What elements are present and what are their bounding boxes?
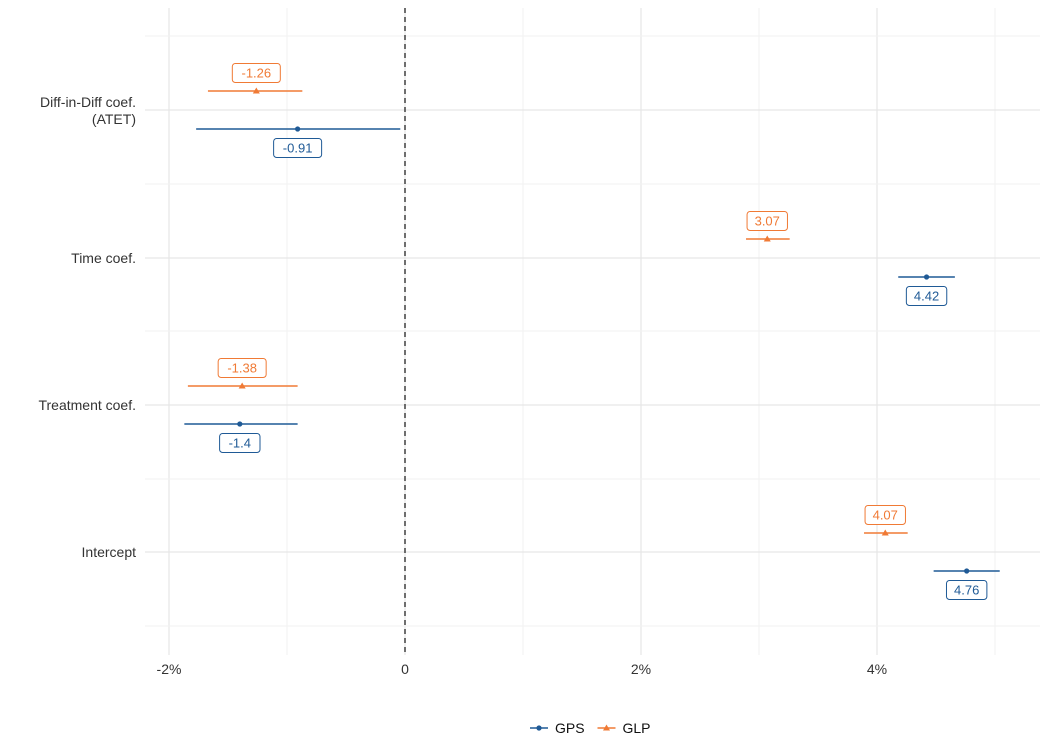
y-tick-label: Intercept bbox=[82, 544, 137, 560]
data-label-text: 4.76 bbox=[954, 583, 979, 598]
gps-point bbox=[295, 126, 301, 132]
legend-key-marker bbox=[536, 725, 542, 731]
x-tick-label: 4% bbox=[867, 661, 887, 677]
legend: GPS GLP bbox=[530, 720, 651, 736]
data-label-box bbox=[217, 358, 267, 378]
glp-point bbox=[763, 235, 771, 242]
data-label-text: -1.4 bbox=[229, 436, 251, 451]
gps-data-label: 4.76 bbox=[945, 580, 988, 600]
data-label-text: 4.42 bbox=[914, 289, 939, 304]
glp-data-label: 3.07 bbox=[746, 211, 788, 231]
data-label-text: -1.26 bbox=[241, 66, 271, 81]
plot-marks: -0.91 4.42 -1.4 4.76 -1.26 3.07 -1.38 4.07 bbox=[184, 63, 1000, 600]
gps-data-label: -1.4 bbox=[219, 433, 261, 453]
gps-point bbox=[923, 274, 930, 280]
legend-key-marker bbox=[603, 724, 610, 731]
y-tick-label: Treatment coef. bbox=[38, 397, 136, 413]
data-label-box bbox=[905, 286, 948, 306]
data-label-text: 3.07 bbox=[755, 214, 780, 229]
x-tick-label: 0 bbox=[401, 661, 409, 677]
data-label-box bbox=[273, 138, 323, 158]
data-label-box bbox=[231, 63, 281, 83]
x-tick-label: 2% bbox=[631, 661, 651, 677]
data-label-text: -1.38 bbox=[227, 361, 257, 376]
glp-point bbox=[238, 382, 246, 389]
gps-data-label: -0.91 bbox=[273, 138, 323, 158]
data-label-text: 4.07 bbox=[873, 508, 898, 523]
glp-point bbox=[881, 529, 889, 536]
gps-data-label: 4.42 bbox=[905, 286, 948, 306]
gps-point bbox=[237, 421, 243, 427]
legend-label: GPS bbox=[555, 720, 585, 736]
data-label-box bbox=[864, 505, 906, 525]
data-label-box bbox=[219, 433, 261, 453]
y-axis-tick-labels: Diff-in-Diff coef. (ATET) Time coef. Treatm… bbox=[38, 94, 136, 560]
glp-data-label: -1.38 bbox=[217, 358, 267, 378]
data-label-box bbox=[945, 580, 988, 600]
grid bbox=[145, 8, 1040, 655]
x-axis-tick-labels: -2% 0 2% 4% bbox=[157, 661, 888, 677]
data-label-text: -0.91 bbox=[283, 141, 313, 156]
data-label-box bbox=[746, 211, 788, 231]
glp-point bbox=[252, 87, 260, 94]
x-tick-label: -2% bbox=[157, 661, 182, 677]
glp-data-label: 4.07 bbox=[864, 505, 906, 525]
y-tick-label: Time coef. bbox=[71, 250, 136, 266]
gps-point bbox=[964, 568, 970, 574]
glp-data-label: -1.26 bbox=[231, 63, 281, 83]
y-tick-label: Diff-in-Diff coef. (ATET) bbox=[40, 94, 136, 127]
legend-label: GLP bbox=[623, 720, 651, 736]
